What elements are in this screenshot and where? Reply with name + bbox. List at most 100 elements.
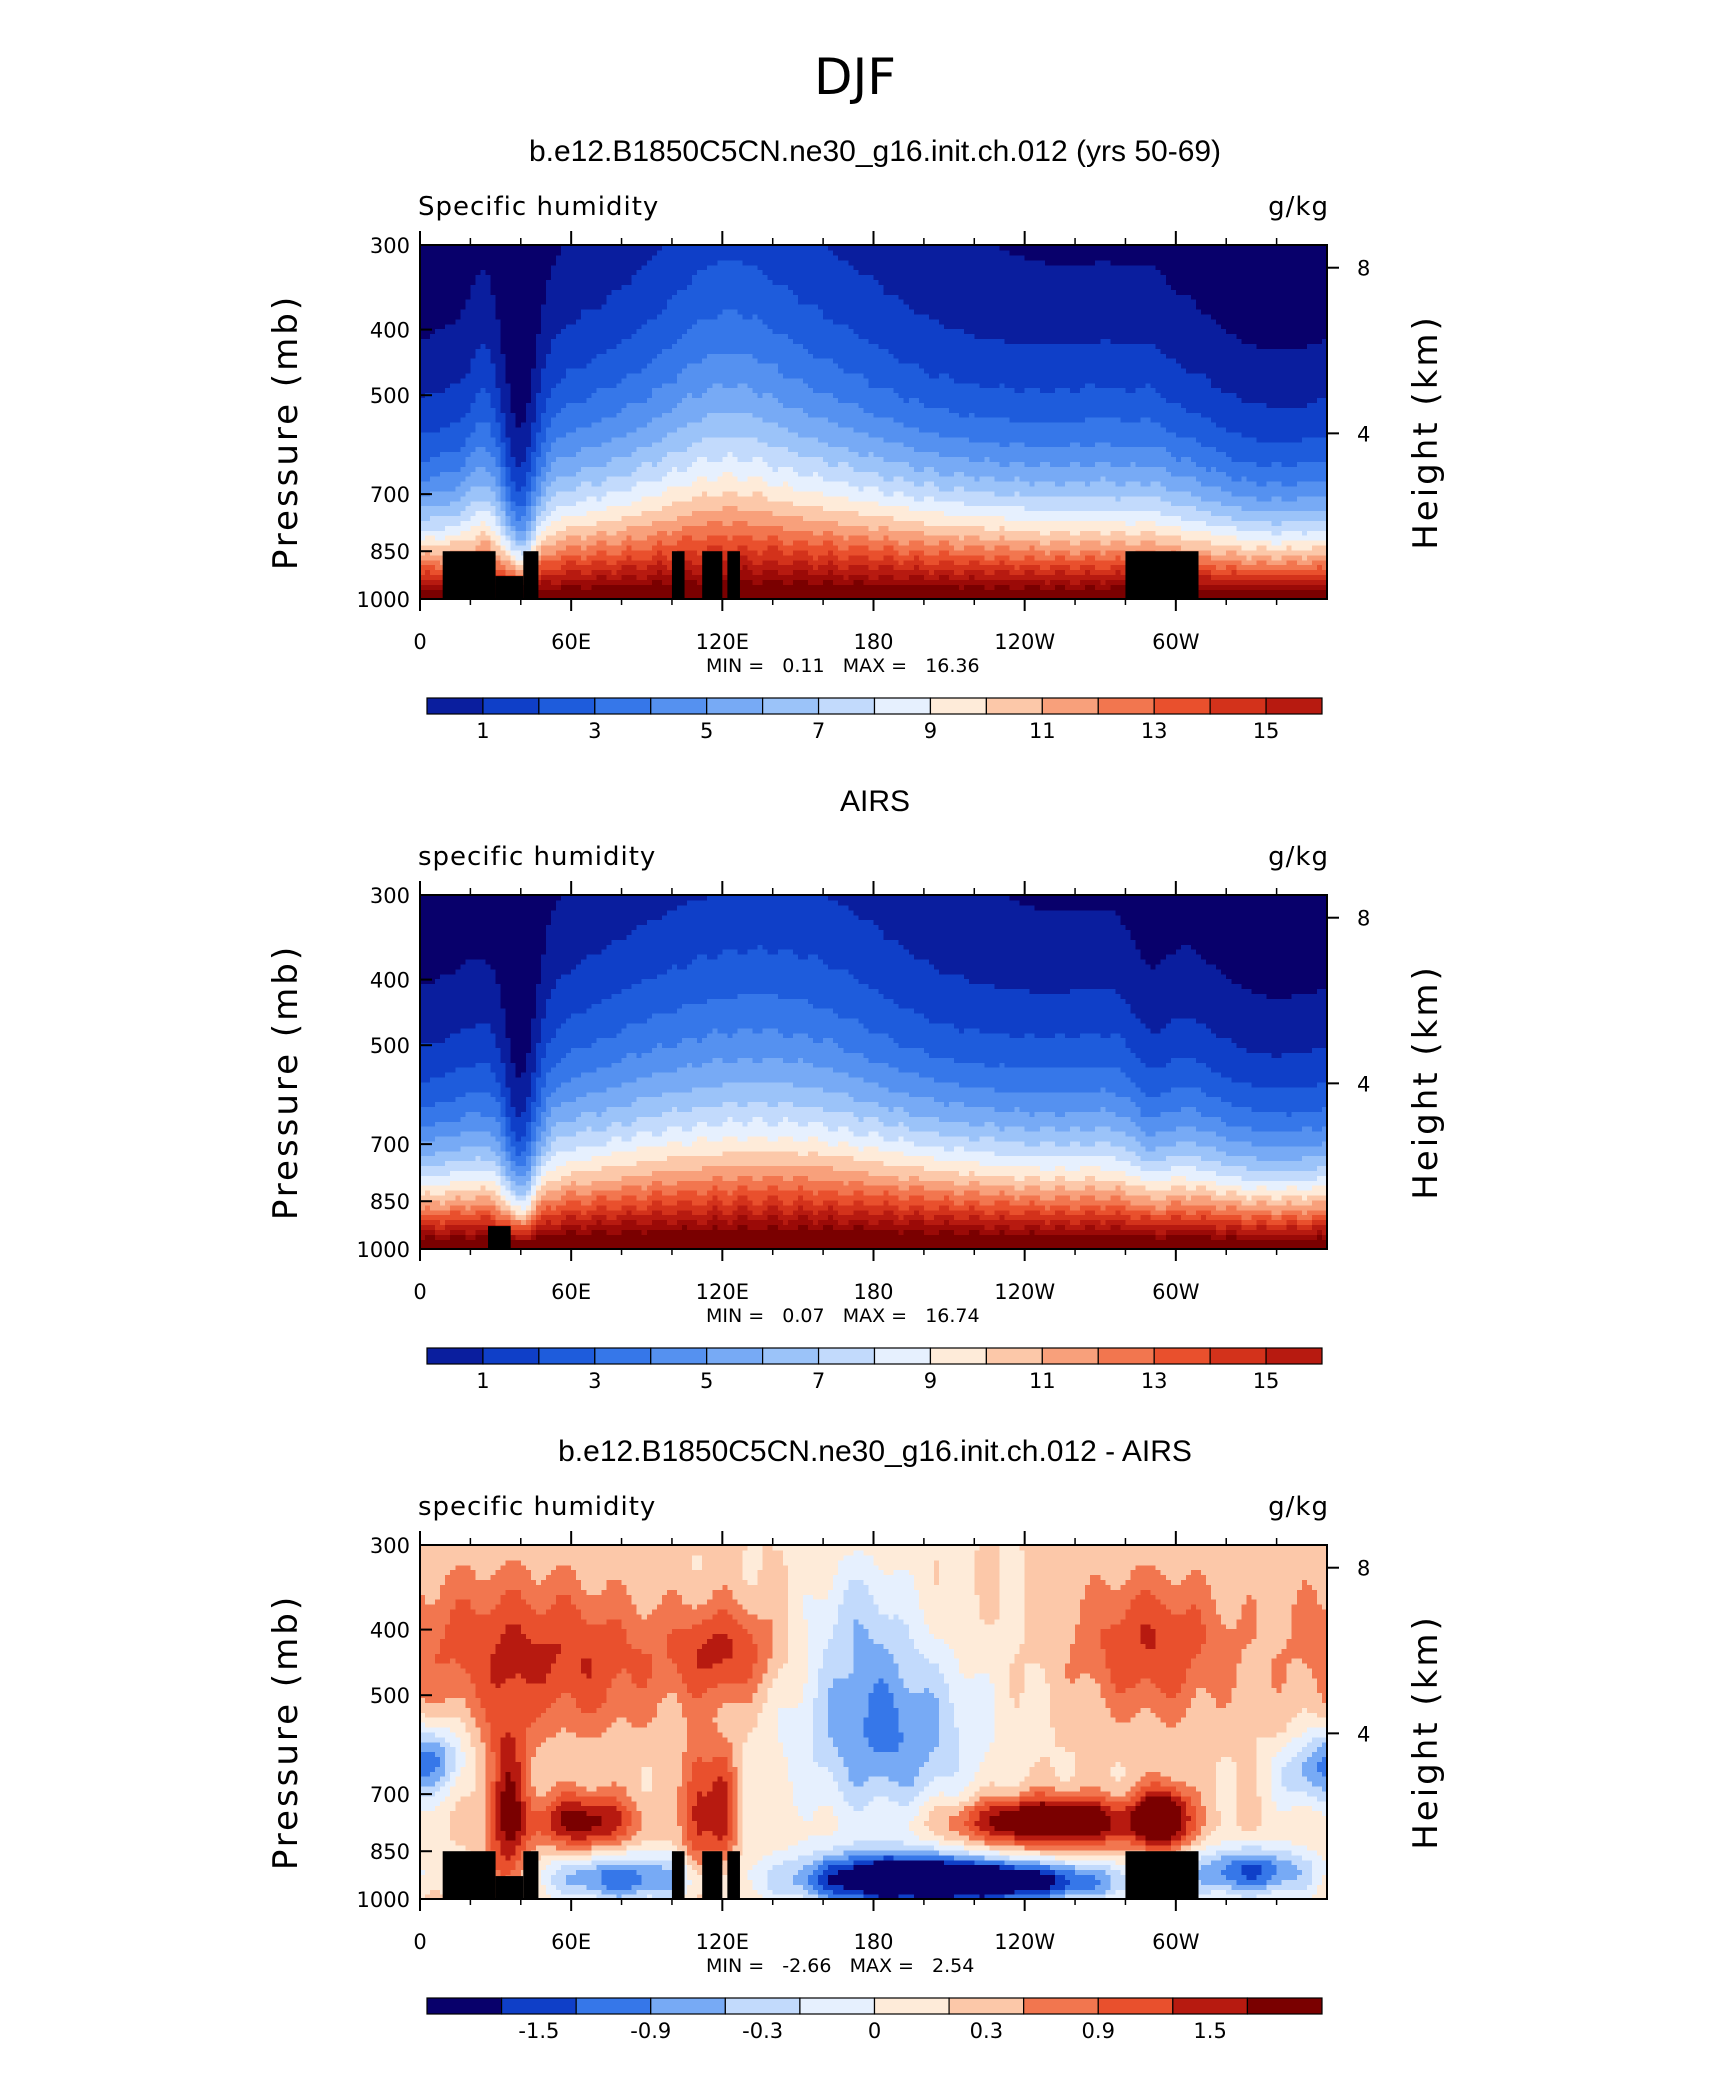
- field-cell: [1120, 1185, 1147, 1191]
- field-cell: [933, 1776, 975, 1782]
- field-cell: [807, 998, 895, 1004]
- field-cell: [802, 1194, 900, 1201]
- field-cell: [470, 402, 492, 408]
- field-cell: [1054, 1731, 1278, 1738]
- field-cell: [1049, 540, 1071, 546]
- field-cell: [485, 1766, 497, 1772]
- field-cell: [1180, 1844, 1192, 1851]
- field-cell: [420, 949, 547, 955]
- field-cell: [475, 1155, 482, 1162]
- field-cell: [939, 1741, 960, 1748]
- field-cell: [551, 343, 618, 349]
- field-cell: [666, 451, 728, 458]
- field-cell: [1064, 1667, 1111, 1674]
- field-cell: [722, 1702, 764, 1708]
- field-cell: [792, 1081, 880, 1088]
- field-cell: [742, 1766, 789, 1772]
- field-cell: [893, 1106, 905, 1112]
- field-cell: [480, 1185, 487, 1191]
- field-cell: [495, 520, 502, 526]
- field-cell: [525, 1736, 547, 1743]
- field-cell: [1100, 1219, 1106, 1226]
- field-cell: [908, 304, 1197, 310]
- field-cell: [445, 1190, 497, 1196]
- field-cell: [858, 451, 870, 458]
- field-cell: [868, 1628, 910, 1635]
- field-cell: [611, 1062, 688, 1068]
- field-cell: [697, 456, 708, 462]
- field-cell: [1271, 1781, 1283, 1787]
- field-cell: [530, 1805, 547, 1812]
- field-cell: [475, 1692, 562, 1699]
- field-cell: [1190, 1194, 1212, 1201]
- field-cell: [420, 1052, 502, 1058]
- field-cell: [994, 1121, 1137, 1127]
- field-cell: [974, 1776, 1026, 1782]
- field-cell: [1054, 1785, 1081, 1792]
- field-cell: [676, 289, 794, 295]
- field-cell: [1226, 1623, 1237, 1630]
- field-cell: [551, 510, 587, 517]
- field-cell: [707, 490, 723, 497]
- field-cell: [692, 1844, 728, 1851]
- field-cell: [1135, 1081, 1253, 1088]
- field-cell: [651, 1717, 688, 1723]
- field-cell: [787, 1628, 809, 1635]
- field-cell: [490, 1062, 507, 1068]
- y-tick-label: 300: [370, 884, 410, 908]
- field-cell: [1216, 1766, 1237, 1772]
- field-cell: [500, 1057, 512, 1063]
- field-cell: [752, 1879, 769, 1885]
- field-cell: [545, 1081, 562, 1088]
- field-cell: [1221, 500, 1328, 507]
- field-cell: [1261, 1869, 1278, 1876]
- field-cell: [510, 1199, 532, 1206]
- field-cell: [430, 549, 451, 556]
- field-cell: [576, 426, 638, 433]
- colorbar-swatch: [817, 697, 876, 715]
- field-cell: [530, 367, 542, 374]
- field-cell: [616, 1214, 713, 1221]
- field-cell: [1165, 279, 1328, 285]
- field-cell: [1206, 1687, 1232, 1694]
- field-cell: [1206, 1091, 1328, 1098]
- field-cell: [515, 525, 527, 531]
- field-cell: [1321, 1741, 1328, 1748]
- field-cell: [1266, 993, 1293, 999]
- field-cell: [747, 1628, 774, 1635]
- field-cell: [525, 1844, 537, 1851]
- field-cell: [1206, 1844, 1242, 1851]
- field-cell: [959, 1810, 970, 1817]
- field-cell: [802, 1894, 819, 1900]
- field-cell: [1236, 1618, 1258, 1625]
- field-cell: [1206, 1022, 1328, 1029]
- field-cell: [1004, 525, 1182, 531]
- field-cell: [1170, 500, 1222, 507]
- field-cell: [540, 422, 552, 428]
- field-cell: [1145, 1185, 1172, 1191]
- field-cell: [475, 348, 492, 354]
- field-cell: [782, 1175, 794, 1181]
- field-cell: [495, 417, 507, 423]
- field-cell: [717, 1722, 759, 1728]
- field-cell: [1201, 308, 1328, 315]
- field-cell: [545, 289, 613, 295]
- field-cell: [1206, 1062, 1328, 1068]
- field-cell: [420, 1722, 426, 1728]
- field-cell: [551, 1145, 577, 1152]
- field-cell: [515, 540, 527, 546]
- field-cell: [999, 1604, 1026, 1610]
- field-cell: [1211, 382, 1328, 389]
- field-cell: [1019, 1692, 1051, 1699]
- field-cell: [535, 1165, 542, 1171]
- field-cell: [707, 1032, 728, 1039]
- field-cell: [530, 1131, 537, 1137]
- field-cell: [1321, 1874, 1328, 1880]
- field-cell: [787, 1633, 809, 1640]
- field-cell: [853, 1209, 870, 1216]
- field-cell: [515, 1180, 527, 1186]
- field-cell: [752, 1027, 764, 1034]
- field-cell: [495, 564, 507, 571]
- field-cell: [500, 535, 507, 541]
- field-cell: [500, 1741, 517, 1748]
